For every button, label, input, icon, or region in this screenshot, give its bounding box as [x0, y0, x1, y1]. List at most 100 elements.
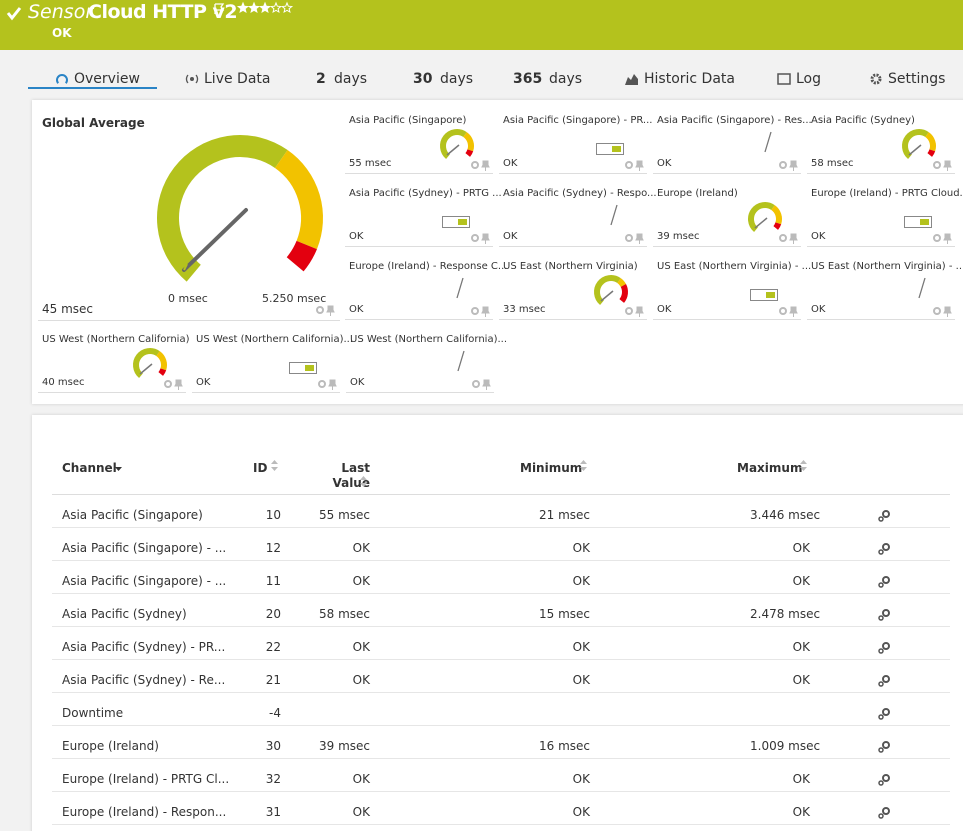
- cell-value: OK: [572, 541, 590, 555]
- tab-label[interactable]: Settings: [888, 71, 946, 87]
- tile-title: Asia Pacific (Singapore) - Res...: [657, 115, 812, 126]
- sort-up: [360, 476, 367, 480]
- toggle-knob: [612, 146, 621, 152]
- tile-toggle: [750, 289, 778, 301]
- tile-icons: [779, 306, 798, 317]
- tile-underline: [345, 173, 493, 174]
- tile-underline: [38, 392, 186, 393]
- tab-label[interactable]: Log: [796, 71, 822, 87]
- tile-line-needle: [457, 350, 465, 372]
- cell-value: OK: [352, 541, 370, 555]
- channel-settings: [878, 675, 890, 687]
- gauge-needle: [446, 144, 460, 156]
- gauge-green: [902, 129, 929, 160]
- gear-big: [882, 741, 890, 749]
- pin-icon: [328, 379, 337, 390]
- gauge-needle: [754, 217, 768, 229]
- gauge-icon: [56, 74, 68, 84]
- settings-icon: [779, 234, 787, 242]
- column-header[interactable]: Maximum: [737, 461, 803, 475]
- gauge-red: [286, 240, 317, 272]
- tab-label[interactable]: Overview: [74, 71, 140, 87]
- tab-label[interactable]: days: [549, 71, 583, 87]
- tab-number[interactable]: 2: [316, 71, 326, 87]
- settings-icon: [471, 161, 479, 169]
- settings-icon: [933, 234, 941, 242]
- tile-title: US West (Northern California)...: [350, 334, 508, 345]
- gauge-red: [619, 284, 628, 303]
- gear-big: [882, 675, 890, 683]
- sort-down: [271, 467, 278, 471]
- tile-underline: [653, 319, 801, 320]
- cell-value: OK: [572, 772, 590, 786]
- cell-value: 15 msec: [538, 607, 590, 621]
- header-bar: [0, 0, 963, 50]
- settings-icon: [625, 234, 633, 242]
- tab-icon: [625, 74, 638, 85]
- column-header[interactable]: Minimum: [520, 461, 583, 475]
- live-icon: [190, 77, 194, 81]
- global-title: Global Average: [42, 116, 145, 130]
- gauge-needle: [908, 144, 922, 156]
- cell-value: OK: [792, 805, 810, 819]
- tile-underline: [807, 319, 955, 320]
- cell-value: OK: [352, 640, 370, 654]
- tab-number[interactable]: 30: [413, 71, 433, 87]
- tile-title: US East (Northern Virginia): [503, 261, 638, 272]
- column-header[interactable]: Channel: [62, 461, 117, 475]
- tile-title: US East (Northern Virginia) - ...: [657, 261, 812, 272]
- column-header[interactable]: ID: [253, 461, 268, 475]
- pin-icon: [482, 379, 491, 390]
- channel-name: Europe (Ireland) - Respon...: [62, 805, 227, 819]
- tile-line-needle: [764, 131, 772, 153]
- row-rule: [52, 824, 950, 825]
- sort-up: [800, 460, 807, 464]
- tile-underline: [807, 173, 955, 174]
- tile-value: OK: [196, 377, 211, 388]
- tile-underline: [807, 246, 955, 247]
- tile-line-needle: [918, 277, 926, 299]
- tile-icons: [933, 233, 952, 244]
- tile-toggle: [596, 143, 624, 155]
- cell-value: 3.446 msec: [750, 508, 821, 522]
- sort-arrows: [800, 460, 807, 471]
- cell-value: OK: [792, 640, 810, 654]
- gear-small: [878, 516, 884, 522]
- tile-underline: [499, 173, 647, 174]
- tab-label[interactable]: days: [334, 71, 368, 87]
- pin-icon: [789, 160, 798, 171]
- gauge-yellow: [463, 132, 474, 152]
- channel-name: Downtime: [62, 706, 124, 720]
- tile-value: 58 msec: [811, 158, 854, 169]
- cell-value: 58 msec: [318, 607, 370, 621]
- sort-down: [580, 467, 587, 471]
- toggle-frame: [596, 143, 624, 155]
- header-rule: [52, 494, 950, 495]
- channel-id: 30: [265, 739, 281, 753]
- pin-icon: [635, 233, 644, 244]
- pin-icon: [174, 379, 183, 390]
- sensor-status: OK: [52, 26, 72, 40]
- channel-id: 21: [265, 673, 281, 687]
- tab-label[interactable]: Historic Data: [644, 71, 735, 87]
- gear-small: [878, 549, 884, 555]
- toggle-frame: [289, 362, 317, 374]
- tile-underline: [499, 319, 647, 320]
- tile-line-needle: [610, 204, 618, 226]
- settings-icon: [471, 234, 479, 242]
- tile-title: Asia Pacific (Singapore) - PR...: [503, 115, 653, 126]
- tab-label[interactable]: Live Data: [204, 71, 271, 87]
- tab-label[interactable]: days: [440, 71, 474, 87]
- cell-value: OK: [572, 805, 590, 819]
- row-rule: [52, 626, 950, 627]
- tile-line: [918, 277, 926, 299]
- settings-icon: [164, 380, 172, 388]
- channel-id: 20: [265, 607, 281, 621]
- tile-underline: [345, 319, 493, 320]
- gear-big: [882, 576, 890, 584]
- settings-icon: [471, 307, 479, 315]
- pin-icon: [481, 306, 490, 317]
- tab-number[interactable]: 365: [513, 71, 543, 87]
- gauge-yellow: [617, 278, 627, 287]
- toggle-knob: [920, 219, 929, 225]
